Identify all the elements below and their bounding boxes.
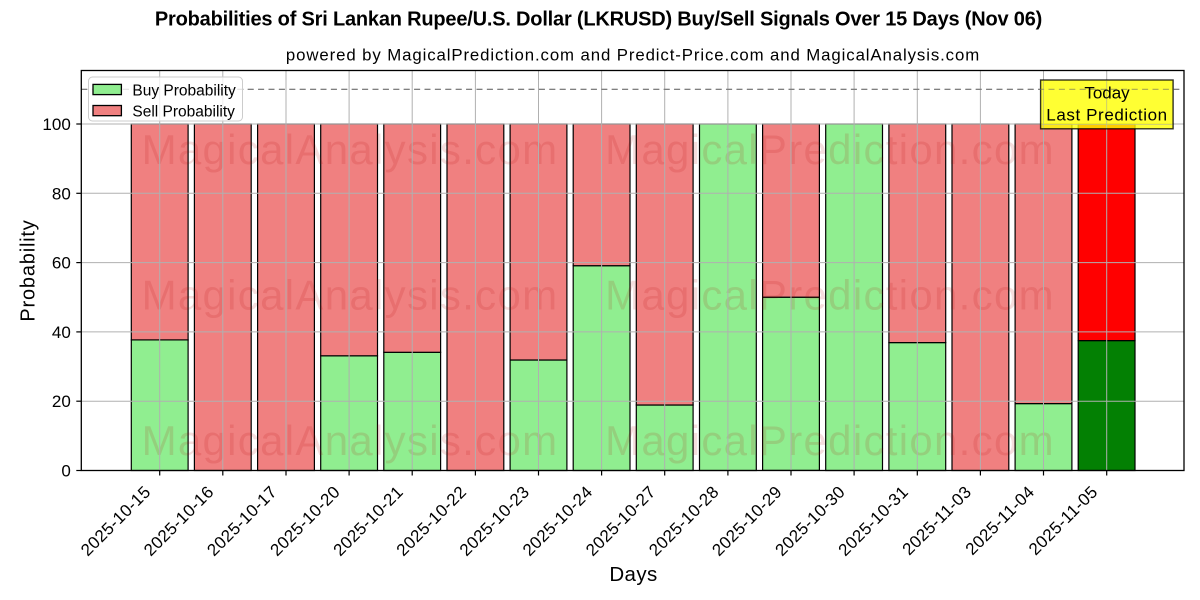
svg-text:Buy Probability: Buy Probability [132,82,236,99]
svg-text:100: 100 [42,115,70,134]
svg-text:MagicalPrediction.com: MagicalPrediction.com [605,272,1055,319]
svg-text:MagicalAnalysis.com: MagicalAnalysis.com [142,126,559,173]
svg-text:Sell Probability: Sell Probability [132,104,235,121]
svg-text:20: 20 [52,392,71,411]
svg-text:60: 60 [52,254,71,273]
svg-text:powered by MagicalPrediction.c: powered by MagicalPrediction.com and Pre… [286,46,980,65]
svg-text:Last Prediction: Last Prediction [1046,105,1167,124]
svg-text:0: 0 [61,462,70,481]
svg-text:Days: Days [609,563,657,586]
svg-text:80: 80 [52,184,71,203]
svg-text:Today: Today [1084,83,1130,102]
svg-text:MagicalAnalysis.com: MagicalAnalysis.com [142,417,559,464]
svg-text:Probability: Probability [18,219,40,321]
svg-text:MagicalPrediction.com: MagicalPrediction.com [605,417,1055,464]
svg-text:40: 40 [52,323,71,342]
svg-text:Probabilities of Sri Lankan Ru: Probabilities of Sri Lankan Rupee/U.S. D… [155,9,1042,31]
svg-text:MagicalAnalysis.com: MagicalAnalysis.com [142,272,559,319]
svg-text:MagicalPrediction.com: MagicalPrediction.com [605,126,1055,173]
